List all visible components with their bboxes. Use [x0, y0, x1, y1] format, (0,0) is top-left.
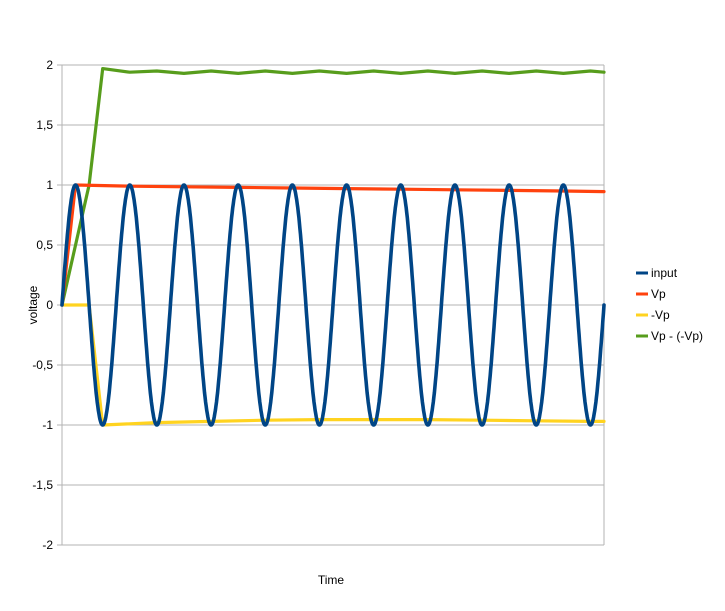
legend: input Vp -Vp Vp - (-Vp)	[636, 266, 703, 343]
y-tick-label: -2	[42, 538, 53, 552]
series-line-vp	[60, 183, 606, 307]
y-tick-label: 0,5	[36, 238, 53, 252]
series	[60, 66, 606, 427]
x-axis-title: Time	[318, 573, 345, 587]
series-line-vp-vp	[60, 66, 606, 307]
y-tick-label: 0	[46, 298, 53, 312]
series-line-input	[60, 183, 606, 427]
y-tick-label: 1	[46, 178, 53, 192]
y-tick-label: -1,5	[32, 478, 53, 492]
legend-label: input	[651, 266, 678, 280]
legend-label: Vp	[651, 287, 666, 301]
y-axis-title: voltage	[26, 285, 40, 324]
legend-label: Vp - (-Vp)	[651, 329, 703, 343]
legend-label: -Vp	[651, 308, 670, 322]
y-tick-label: -0,5	[32, 358, 53, 372]
y-tick-label: 1,5	[36, 118, 53, 132]
y-tick-label: -1	[42, 418, 53, 432]
y-tick-label: 2	[46, 58, 53, 72]
grid	[62, 64, 604, 546]
